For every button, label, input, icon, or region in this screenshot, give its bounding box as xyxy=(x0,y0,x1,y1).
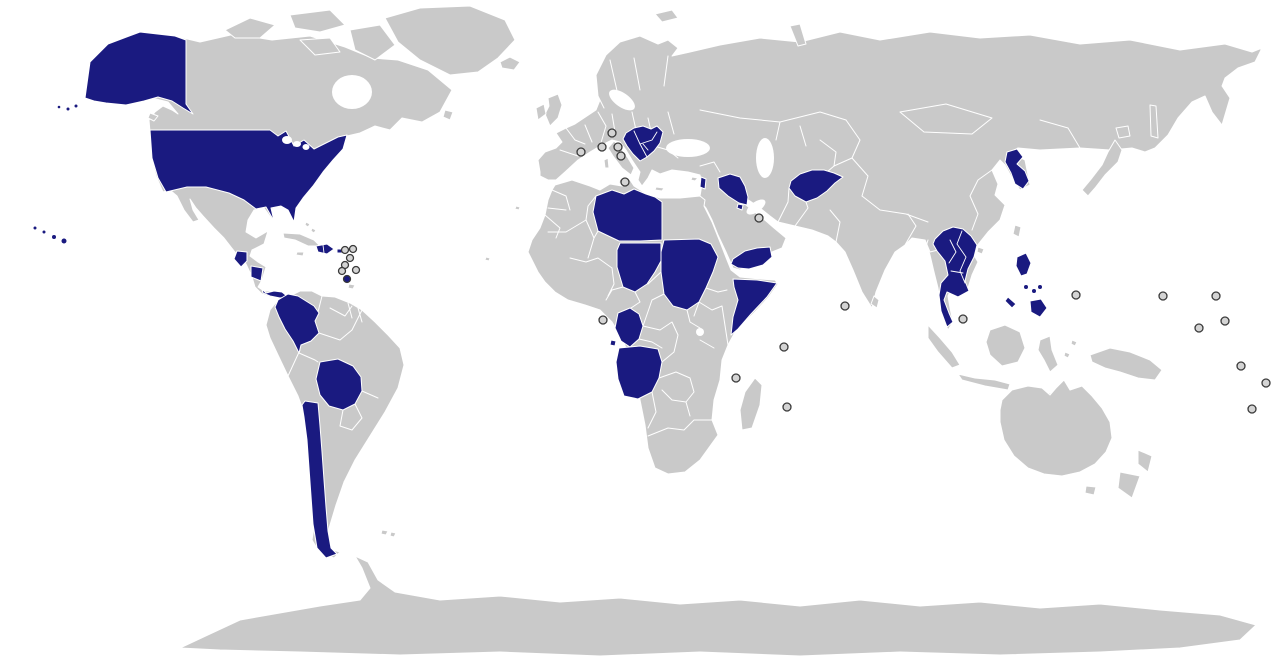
landmass-new-zealand xyxy=(1117,449,1153,499)
country-lebanon xyxy=(699,176,707,190)
landmass-tasmania xyxy=(1084,485,1097,496)
marker-sao-tome xyxy=(598,315,608,325)
marker-fiji xyxy=(1247,404,1257,414)
country-indochina-thailand-laos-cambodia-vietnam xyxy=(932,226,978,328)
marker-vatican-city xyxy=(616,151,626,161)
country-angola-cabinda xyxy=(609,339,617,347)
country-korea xyxy=(1004,148,1030,190)
marker-comoros xyxy=(731,373,741,383)
country-angola xyxy=(615,345,663,400)
marker-palau xyxy=(1071,290,1081,300)
marker-antigua xyxy=(348,244,358,254)
landmass-south-america xyxy=(265,290,405,551)
marker-bahrain xyxy=(754,213,764,223)
country-usa-contiguous xyxy=(149,129,348,223)
marker-maldives xyxy=(840,301,850,311)
landmass-sri-lanka xyxy=(870,295,880,309)
persian-gulf xyxy=(746,199,766,215)
marker-tuvalu xyxy=(1236,361,1246,371)
marker-monaco xyxy=(597,142,607,152)
landmass-greenland xyxy=(384,5,516,76)
lake-victoria xyxy=(696,328,704,336)
marker-st-kitts xyxy=(340,245,350,255)
highlight-internal-borders xyxy=(282,130,967,284)
baltic-sea xyxy=(609,89,635,111)
country-somalia xyxy=(730,278,778,336)
marker-singapore xyxy=(958,314,968,324)
seas-and-lakes xyxy=(332,75,774,336)
marker-marshall-islands xyxy=(1211,291,1221,301)
country-libya xyxy=(592,188,663,242)
landmass-britain xyxy=(544,93,563,127)
marker-dominica xyxy=(345,253,355,263)
landmass-maritime-southeast-asia xyxy=(927,324,1163,398)
country-republic-of-congo xyxy=(614,307,644,348)
country-yemen xyxy=(730,246,773,270)
landmasses xyxy=(84,5,1263,657)
landmass-antarctica xyxy=(179,555,1257,657)
marker-nauru xyxy=(1220,316,1230,326)
country-sudan xyxy=(660,238,719,311)
country-philippines xyxy=(1004,252,1048,318)
atlantic-african-islands xyxy=(484,205,521,262)
marker-san-marino xyxy=(613,142,623,152)
country-kuwait xyxy=(736,203,744,211)
landmass-ireland xyxy=(535,103,547,121)
marker-grenada xyxy=(342,274,352,284)
marker-micronesia xyxy=(1158,291,1168,301)
marker-barbados xyxy=(351,265,361,275)
marker-andorra xyxy=(576,147,586,157)
marker-liechtenstein xyxy=(607,128,617,138)
landmass-madagascar xyxy=(739,377,763,431)
great-lakes xyxy=(282,136,292,144)
landmass-australia xyxy=(999,379,1113,477)
country-chile xyxy=(301,400,338,559)
landmass-iceland xyxy=(499,56,521,71)
marker-st-vincent xyxy=(337,266,347,276)
country-colombia xyxy=(274,293,320,354)
arctic-islands xyxy=(147,9,454,122)
country-afghanistan xyxy=(788,169,844,203)
country-guatemala xyxy=(233,250,248,268)
country-iraq xyxy=(717,173,749,206)
marker-malta xyxy=(620,177,630,187)
east-asian-islands xyxy=(976,104,1159,255)
hudson-bay xyxy=(332,75,372,109)
country-bolivia xyxy=(315,358,363,411)
caspian-sea xyxy=(756,138,774,178)
marker-kiribati xyxy=(1194,323,1204,333)
marker-mauritius xyxy=(782,402,792,412)
country-alaska-usa xyxy=(84,31,194,115)
country-balkans-yugoslavia xyxy=(622,125,664,162)
aleutian-islands-usa xyxy=(57,104,78,111)
black-sea xyxy=(666,139,710,157)
country-nicaragua xyxy=(250,265,264,282)
marker-samoa xyxy=(1261,378,1271,388)
small-state-markers xyxy=(337,128,1271,414)
caribbean-gray-islands xyxy=(282,221,356,290)
arctic-eurasian-islands xyxy=(654,9,807,47)
country-borders xyxy=(287,55,1081,549)
country-haiti-dominican-republic xyxy=(315,243,335,255)
marker-seychelles xyxy=(779,342,789,352)
hawaii-usa xyxy=(33,226,67,244)
